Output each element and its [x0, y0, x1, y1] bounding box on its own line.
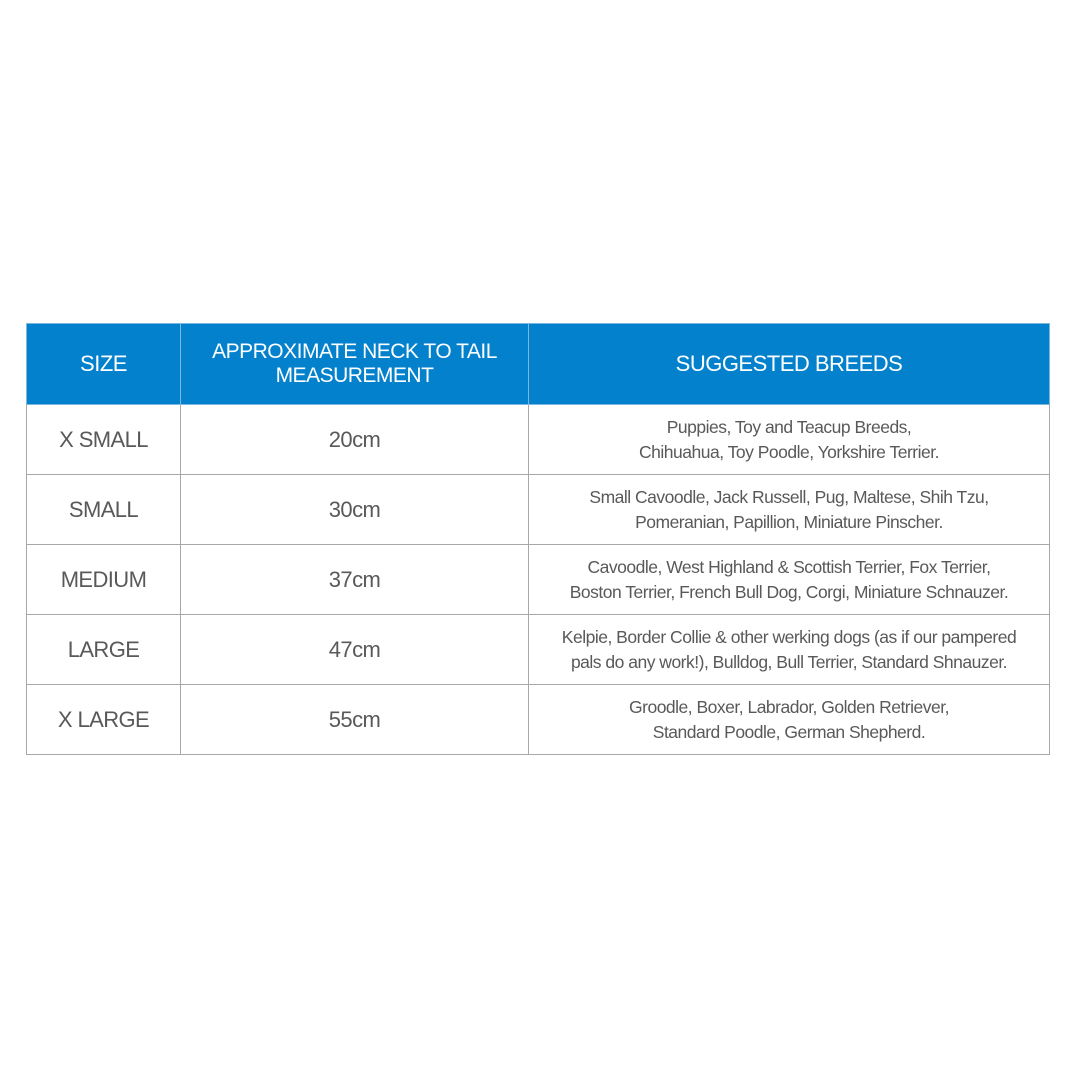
breeds-cell: Kelpie, Border Collie & other werking do… [528, 614, 1050, 685]
header-measurement: APPROXIMATE NECK TO TAIL MEASUREMENT [180, 323, 529, 405]
size-cell: X LARGE [26, 684, 181, 755]
header-breeds-label: SUGGESTED BREEDS [675, 351, 903, 376]
table-row: X LARGE 55cm Groodle, Boxer, Labrador, G… [26, 684, 1050, 755]
header-breeds: SUGGESTED BREEDS [528, 323, 1050, 405]
measurement-cell: 37cm [180, 544, 529, 615]
breeds-line: Pomeranian, Papillion, Miniature Pinsche… [635, 511, 943, 532]
measurement-cell: 55cm [180, 684, 529, 755]
size-cell: SMALL [26, 474, 181, 545]
size-cell: LARGE [26, 614, 181, 685]
breeds-cell: Small Cavoodle, Jack Russell, Pug, Malte… [528, 474, 1050, 545]
header-measurement-line2: MEASUREMENT [275, 364, 434, 387]
measurement-cell: 47cm [180, 614, 529, 685]
breeds-line: Small Cavoodle, Jack Russell, Pug, Malte… [589, 486, 989, 507]
table-header: SIZE APPROXIMATE NECK TO TAIL MEASUREMEN… [26, 323, 1050, 405]
breeds-cell: Groodle, Boxer, Labrador, Golden Retriev… [528, 684, 1050, 755]
table-row: LARGE 47cm Kelpie, Border Collie & other… [26, 614, 1050, 685]
size-cell: X SMALL [26, 404, 181, 475]
table-row: SMALL 30cm Small Cavoodle, Jack Russell,… [26, 474, 1050, 545]
breeds-cell: Puppies, Toy and Teacup Breeds, Chihuahu… [528, 404, 1050, 475]
size-chart-table: SIZE APPROXIMATE NECK TO TAIL MEASUREMEN… [26, 323, 1050, 755]
breeds-line: pals do any work!), Bulldog, Bull Terrie… [570, 651, 1008, 672]
table-row: MEDIUM 37cm Cavoodle, West Highland & Sc… [26, 544, 1050, 615]
breeds-line: Puppies, Toy and Teacup Breeds, [666, 416, 912, 437]
measurement-cell: 30cm [180, 474, 529, 545]
header-row: SIZE APPROXIMATE NECK TO TAIL MEASUREMEN… [26, 323, 1050, 405]
header-measurement-line1: APPROXIMATE NECK TO TAIL [212, 340, 497, 363]
measurement-cell: 20cm [180, 404, 529, 475]
breeds-cell: Cavoodle, West Highland & Scottish Terri… [528, 544, 1050, 615]
size-cell: MEDIUM [26, 544, 181, 615]
table-row: X SMALL 20cm Puppies, Toy and Teacup Bre… [26, 404, 1050, 475]
table-body: X SMALL 20cm Puppies, Toy and Teacup Bre… [26, 404, 1050, 755]
breeds-line: Boston Terrier, French Bull Dog, Corgi, … [569, 581, 1009, 602]
breeds-line: Standard Poodle, German Shepherd. [652, 721, 926, 742]
breeds-line: Kelpie, Border Collie & other werking do… [561, 626, 1017, 647]
header-size-label: SIZE [80, 351, 127, 376]
header-size: SIZE [26, 323, 181, 405]
breeds-line: Cavoodle, West Highland & Scottish Terri… [587, 556, 991, 577]
breeds-line: Chihuahua, Toy Poodle, Yorkshire Terrier… [639, 441, 939, 462]
breeds-line: Groodle, Boxer, Labrador, Golden Retriev… [629, 696, 949, 717]
